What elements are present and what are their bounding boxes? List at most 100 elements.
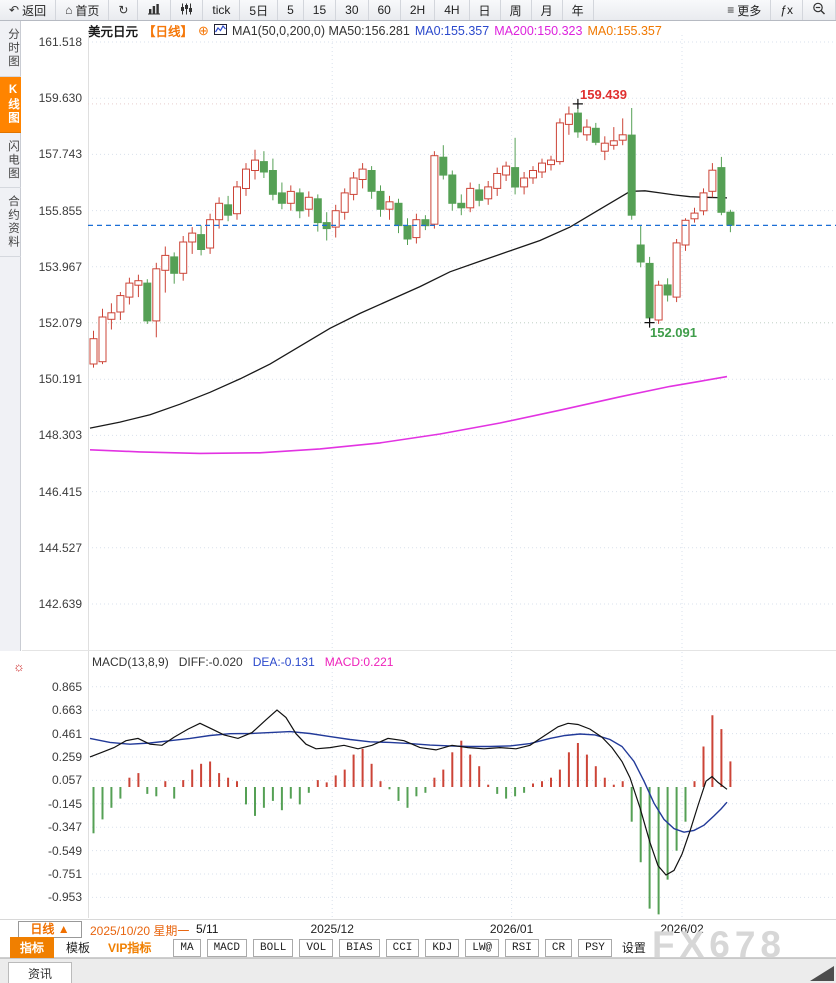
toolbar-tick-label: tick	[212, 3, 231, 17]
tab-indicators[interactable]: 指标	[10, 937, 55, 958]
toolbar-tick-button[interactable]: tick	[203, 0, 241, 20]
indicator-button-ma[interactable]: MA	[173, 938, 201, 957]
price-tick-label: 161.518	[38, 35, 82, 49]
toolbar-fx-label: ƒx	[780, 3, 793, 17]
indicator-button-vol[interactable]: VOL	[299, 938, 334, 957]
price-tick-label: 159.630	[38, 91, 82, 106]
toolbar-day-button[interactable]: 日	[470, 0, 501, 20]
toolbar-home-label: 首页	[75, 3, 100, 18]
macd-tick-label: -0.751	[47, 866, 82, 881]
pane-divider	[22, 650, 836, 651]
add-indicator-icon[interactable]: ⊕	[198, 22, 209, 38]
top-toolbar: ↶ 返回 ⌂ 首页 ↻ tick 5日 5 15 30 60 2H 4H 日周月年 ≡ 更多 ƒx	[0, 0, 836, 21]
toolbar-month-label: 月	[540, 3, 553, 18]
macd-tick-label: 0.461	[51, 726, 82, 741]
sidebar-tab-0[interactable]: 分时图	[0, 21, 21, 77]
plot-left-border	[88, 35, 89, 918]
month-label: 2026/01	[489, 922, 534, 936]
indicator-button-bias[interactable]: BIAS	[339, 938, 380, 957]
price-tick-label: 144.527	[38, 540, 82, 555]
indicator-button-lw[interactable]: LW@	[465, 938, 500, 957]
toolbar-60min-button[interactable]: 60	[369, 0, 401, 20]
indicator-button-psy[interactable]: PSY	[578, 938, 612, 957]
toolbar-5day-button[interactable]: 5日	[240, 0, 279, 20]
indicator-button-macd[interactable]: MACD	[206, 938, 247, 957]
toolbar-15min-button[interactable]: 15	[304, 0, 337, 20]
period-label: 【日线】	[143, 25, 194, 39]
macd-tick-label: 0.259	[51, 750, 82, 764]
toolbar-back-label: 返回	[22, 3, 47, 18]
price-tick-label: 148.303	[38, 428, 82, 443]
toolbar-week-button[interactable]: 周	[501, 0, 532, 20]
ma-legend: MA1(50,0,200,0) MA50:156.281	[231, 23, 410, 38]
macd-dea-value: DEA:-0.131	[252, 655, 315, 669]
indicator-button-kdj[interactable]: KDJ	[425, 938, 460, 957]
date-bar: 日线 ▲ 2025/10/20 星期一 5/11 2025/12 2026/01 2…	[0, 919, 836, 938]
month-label: 2026/02	[660, 922, 704, 936]
toolbar-30min-button[interactable]: 30	[336, 0, 369, 20]
toolbar-15min-label: 15	[312, 3, 327, 17]
toolbar-60min-label: 60	[377, 3, 391, 17]
macd-macd-value: MACD:0.221	[324, 655, 394, 669]
toolbar-spacer	[594, 0, 719, 20]
macd-legend-row: MACD(13,8,9) DIFF:-0.020 DEA:-0.131 MACD…	[92, 655, 393, 669]
toolbar-back-button[interactable]: ↶ 返回	[0, 0, 57, 20]
toolbar-2h-button[interactable]: 2H	[401, 0, 436, 20]
home-icon: ⌂	[65, 3, 73, 17]
toolbar-fx-button[interactable]: ƒx	[771, 0, 803, 20]
toolbar-year-label: 年	[571, 3, 584, 18]
toolbar-2h-label: 2H	[409, 3, 426, 17]
settings-button[interactable]: 设置	[621, 941, 646, 955]
indicator-button-boll[interactable]: BOLL	[252, 938, 294, 957]
toolbar-4h-button[interactable]: 4H	[435, 0, 470, 20]
toolbar-zoom-out-button[interactable]	[803, 0, 836, 20]
ma0-orange-legend: MA0:155.357	[587, 23, 662, 38]
tab-vip-indicators[interactable]: VIP指标	[108, 941, 152, 955]
toolbar-4h-label: 4H	[444, 3, 460, 17]
resize-grip[interactable]	[810, 966, 834, 981]
toolbar-5day-label: 5日	[249, 3, 269, 18]
toolbar-week-label: 周	[509, 3, 522, 18]
toolbar-home-button[interactable]: ⌂ 首页	[56, 0, 110, 20]
left-sidebar: 分时图 K线图 闪电图 合约资料	[0, 21, 21, 651]
indicator-button-cr[interactable]: CR	[544, 938, 573, 957]
toolbar-5min-label: 5	[287, 3, 294, 17]
indicator-settings-icon[interactable]: ☼	[13, 659, 25, 674]
price-tick-label: 157.743	[38, 147, 82, 162]
toolbar-kline-type-button[interactable]	[171, 0, 204, 20]
period-selector[interactable]: 日线 ▲	[18, 921, 82, 938]
more-icon: ≡	[727, 3, 735, 17]
indicator-button-rsi[interactable]: RSI	[505, 938, 539, 957]
start-date-label: 2025/10/20 星期一	[90, 924, 190, 938]
price-tick-label: 153.967	[38, 259, 82, 274]
zoom-out-icon	[812, 2, 826, 18]
ma200-legend: MA200:150.323	[494, 23, 583, 38]
price-tick-label: 150.191	[38, 372, 82, 387]
candlestick-chart[interactable]	[88, 35, 836, 648]
position-label: 5/11	[196, 922, 219, 936]
sidebar-tab-1[interactable]: K线图	[0, 76, 21, 133]
sidebar-tab-3[interactable]: 合约资料	[0, 188, 21, 257]
macd-tick-label: 0.663	[51, 703, 82, 718]
macd-chart[interactable]	[88, 652, 836, 918]
toolbar-30min-label: 30	[345, 3, 359, 17]
toolbar-refresh-button[interactable]: ↻	[109, 0, 139, 20]
news-tab[interactable]: 资讯	[8, 962, 72, 983]
toolbar-5min-button[interactable]: 5	[278, 0, 304, 20]
price-tick-label: 146.415	[38, 484, 82, 499]
macd-tick-label: -0.549	[47, 843, 82, 858]
tab-templates[interactable]: 模板	[66, 941, 91, 955]
toolbar-month-button[interactable]: 月	[532, 0, 563, 20]
low-price-annotation: 152.091	[650, 325, 697, 340]
price-tick-label: 155.855	[38, 203, 82, 218]
toolbar-more-button[interactable]: ≡ 更多	[718, 0, 772, 20]
indicator-button-cci[interactable]: CCI	[385, 938, 420, 957]
macd-tick-label: 0.057	[51, 773, 82, 788]
ma0-blue-legend: MA0:155.357	[414, 23, 490, 38]
indicator-tab-bar: 指标 模板 VIP指标 MA MACD BOLL VOL BIAS CCI KDJ LW@ RSI CR…	[0, 937, 836, 958]
toolbar-chart-type-button[interactable]	[138, 0, 172, 20]
symbol-title: 美元日元	[88, 25, 139, 39]
toolbar-year-button[interactable]: 年	[563, 0, 594, 20]
sidebar-tab-2[interactable]: 闪电图	[0, 133, 21, 188]
